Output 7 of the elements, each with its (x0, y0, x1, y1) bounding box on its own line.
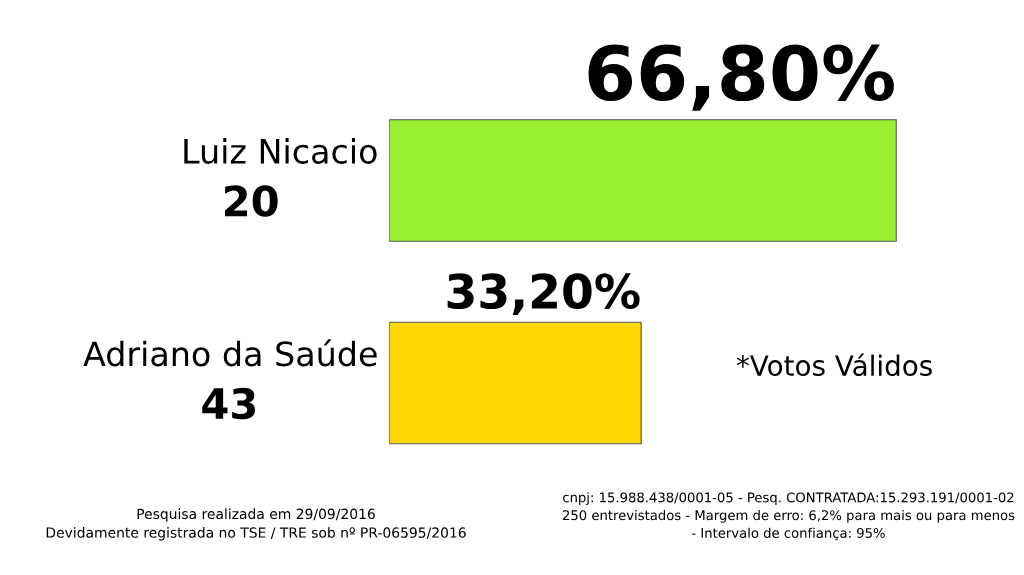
text: cnpj: 15.988.438/0001-05 - Pesq. CONTRATADA:15.293.191/0001-02 250 entrevistados - Margem de erro: 6,2% para mais ou para menos - Intervalo de confiança: 95% (562, 492, 1015, 541)
y-tick-label: Adriano da Saúde 43 (83, 339, 377, 420)
data-label: 33,20% (447, 273, 640, 316)
annotation: *Votos Válidos (736, 353, 932, 377)
y-tick-label: Luiz Nicacio 20 (184, 138, 377, 217)
data-label: 66,80% (588, 44, 894, 111)
text: Pesquisa realizada em 29/09/2016 Devidamente registrada no TSE / TRE sob nº PR-06595/2016 (46, 508, 466, 541)
